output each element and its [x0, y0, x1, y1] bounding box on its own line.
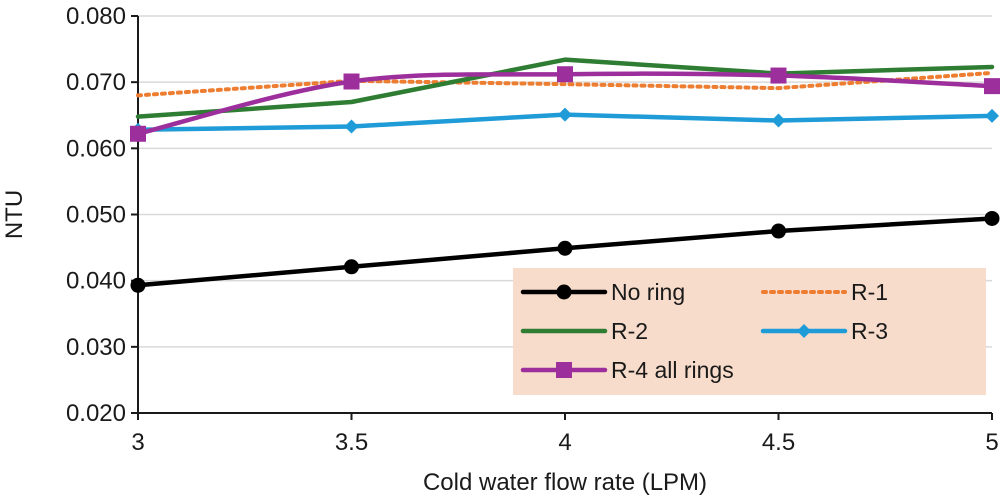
tick-labels: 0.020 0.030 0.040 0.050 0.060 0.070 0.080 3 3.5 4…	[66, 3, 999, 456]
y-tick-label: 0.040	[66, 268, 126, 295]
series-r-1	[136, 70, 994, 98]
legend: No ring R-1 R-2 R-3 R-4 all rings	[513, 268, 986, 395]
data-point-no-ring	[130, 277, 146, 293]
y-tick-label: 0.060	[66, 135, 126, 162]
legend-item-r-2: R-2	[520, 318, 648, 344]
series-r-3	[131, 107, 999, 137]
legend-label: R-1	[851, 279, 888, 305]
data-point-r-3	[985, 108, 999, 123]
y-tick-label: 0.030	[66, 334, 126, 361]
legend-marker	[797, 324, 811, 338]
legend-item-no-ring: No ring	[520, 279, 685, 305]
data-point-r-4-all-rings	[770, 67, 787, 84]
y-axis-title: NTU	[1, 190, 28, 239]
legend-item-r-3: R-3	[760, 318, 888, 344]
y-tick-label: 0.050	[66, 202, 126, 229]
legend-item-r-4-all-rings: R-4 all rings	[520, 357, 734, 383]
x-tick-label: 4	[558, 429, 571, 456]
axes	[131, 15, 993, 420]
y-tick-label: 0.020	[66, 400, 126, 427]
legend-label: R-4 all rings	[611, 357, 734, 383]
series-no-ring	[130, 210, 1000, 293]
x-tick-label: 3.5	[335, 429, 368, 456]
data-point-r-4-all-rings	[130, 125, 146, 142]
series-group	[130, 57, 1000, 293]
data-point-r-4-all-rings	[343, 73, 360, 90]
legend-marker	[556, 284, 572, 300]
legend-label: R-2	[611, 318, 648, 344]
y-tick-label: 0.080	[66, 3, 126, 30]
x-tick-label: 5	[985, 429, 998, 456]
legend-label: R-3	[851, 318, 888, 344]
data-point-no-ring	[984, 210, 1000, 226]
x-tick-label: 3	[131, 429, 144, 456]
x-tick-label: 4.5	[762, 429, 795, 456]
x-axis-title: Cold water flow rate (LPM)	[423, 469, 707, 496]
series-line-r-1	[136, 70, 994, 98]
legend-label: No ring	[611, 279, 685, 305]
data-point-r-3	[771, 113, 786, 128]
legend-item-r-1: R-1	[761, 279, 888, 305]
data-point-r-4-all-rings	[984, 78, 1000, 95]
data-point-r-4-all-rings	[557, 66, 573, 83]
y-tick-label: 0.070	[66, 69, 126, 96]
data-point-no-ring	[557, 240, 573, 256]
data-point-no-ring	[771, 223, 786, 239]
data-point-r-3	[558, 107, 572, 122]
series-r-2	[135, 57, 995, 119]
data-point-r-3	[344, 119, 359, 134]
series-line-r-2	[135, 57, 995, 119]
series-r-4-all-rings	[130, 66, 1000, 142]
data-point-no-ring	[344, 259, 359, 275]
legend-marker	[556, 362, 572, 378]
